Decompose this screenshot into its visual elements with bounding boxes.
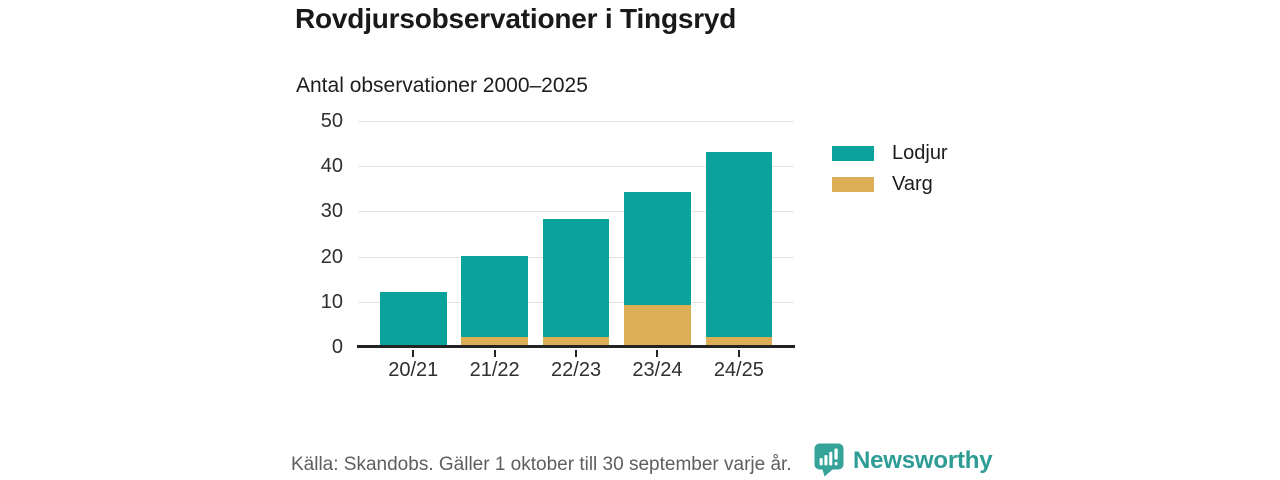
gridline — [358, 121, 794, 122]
y-axis-tick-label: 20 — [320, 245, 343, 268]
x-axis-tick — [412, 350, 415, 357]
legend-label: Varg — [892, 173, 933, 195]
bar-segment-varg — [542, 336, 610, 346]
gridline — [358, 211, 794, 213]
bar-segment-lodjur — [461, 255, 528, 337]
bar-23/24 — [624, 192, 691, 346]
bar-segment-lodjur — [705, 151, 773, 337]
x-axis-line — [357, 345, 795, 348]
x-axis-tick — [493, 350, 496, 357]
legend: Lodjur Varg — [832, 142, 948, 204]
newsworthy-icon — [814, 443, 844, 477]
gridline — [358, 166, 794, 168]
y-axis-tick-label: 0 — [331, 336, 343, 358]
legend-swatch — [832, 176, 874, 192]
legend-label: Lodjur — [892, 142, 948, 164]
bar-24/25 — [705, 151, 773, 346]
y-axis-tick-label: 50 — [320, 110, 343, 132]
legend-swatch — [832, 145, 874, 161]
legend-item-lodjur: Lodjur — [832, 142, 948, 164]
x-axis-tick — [575, 350, 578, 357]
x-axis-tick-label: 23/24 — [632, 359, 683, 381]
bar-20/21 — [380, 291, 447, 346]
source-note: Källa: Skandobs. Gäller 1 oktober till 3… — [291, 454, 792, 475]
y-axis-tick-label: 40 — [320, 155, 343, 178]
bar-segment-lodjur — [624, 192, 691, 306]
x-axis-tick-label: 21/22 — [469, 359, 520, 381]
bar-21/22 — [461, 255, 528, 346]
y-axis-tick-label: 10 — [320, 290, 343, 313]
y-axis-tick-label: 30 — [320, 200, 343, 223]
x-axis-tick — [737, 350, 740, 357]
legend-item-varg: Varg — [832, 173, 948, 195]
bar-segment-lodjur — [380, 291, 447, 346]
brand-wordmark: Newsworthy — [853, 447, 993, 474]
bar-segment-varg — [705, 336, 773, 346]
chart-title: Rovdjursobservationer i Tingsryd — [295, 3, 737, 34]
x-axis-tick-label: 22/23 — [551, 359, 602, 381]
bar-22/23 — [542, 219, 610, 346]
brand-logo: Newsworthy — [814, 443, 993, 477]
chart-subtitle: Antal observationer 2000–2025 — [296, 74, 588, 97]
x-axis-tick — [656, 350, 659, 357]
bar-segment-lodjur — [542, 219, 610, 337]
bar-segment-varg — [461, 336, 528, 346]
x-axis-tick-label: 24/25 — [713, 359, 764, 381]
plot-area: 20/21 21/22 22/23 23/24 24/25 — [357, 121, 795, 381]
x-axis-tick-label: 20/21 — [388, 359, 439, 381]
bar-segment-varg — [624, 305, 691, 346]
